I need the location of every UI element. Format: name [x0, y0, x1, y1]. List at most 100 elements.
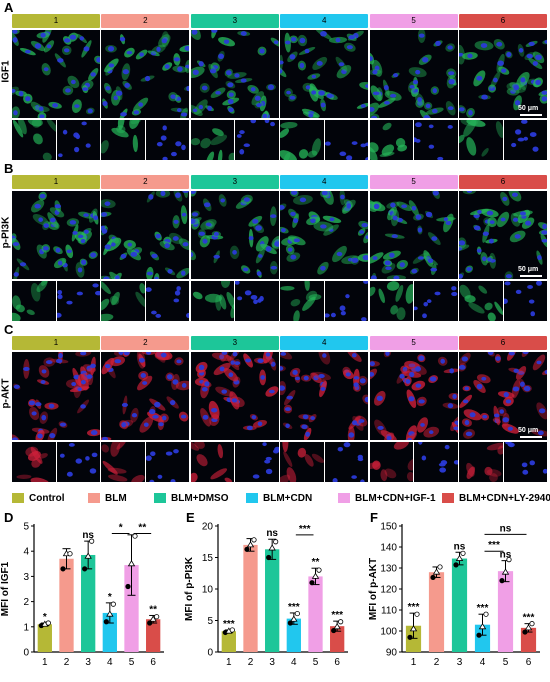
- micrograph-image: [369, 191, 458, 279]
- data-point: [506, 556, 512, 563]
- micrograph-image: [145, 442, 190, 482]
- micrograph-image: [459, 442, 503, 482]
- data-point: [273, 539, 279, 545]
- y-tick-label: 90: [386, 648, 398, 659]
- bar: [474, 624, 491, 652]
- stain-channel-image: [101, 281, 145, 321]
- y-axis-label: MFI of p-PI3K: [184, 556, 195, 621]
- data-point: [246, 541, 255, 548]
- micrograph-image: [190, 281, 235, 321]
- group-header-1: 1: [12, 336, 100, 350]
- merged-image: [190, 30, 279, 118]
- row-label-p-akt: p-AKT: [0, 378, 12, 409]
- row-label-igf1: IGF1: [0, 60, 12, 83]
- y-tick-label: 10: [202, 585, 214, 596]
- scale-bar-label: 50 μm: [518, 266, 539, 273]
- y-tick-label: 3: [23, 572, 29, 583]
- data-point: [453, 562, 459, 568]
- stain-channel-image: [12, 442, 56, 482]
- group-header-3: 3: [190, 14, 279, 28]
- y-axis-label: MFI of p-AKT: [368, 558, 379, 620]
- x-tick-label: 2: [64, 657, 70, 668]
- significance-label: ***: [477, 603, 489, 614]
- stain-channel-image: [369, 281, 414, 321]
- scale-bar-label: 50 μm: [518, 105, 539, 112]
- data-point: [478, 623, 487, 630]
- x-tick-label: 5: [129, 657, 135, 668]
- micrograph-image: [324, 120, 369, 160]
- merged-image: [369, 30, 458, 118]
- scale-bar: [520, 275, 542, 277]
- scale-bar-label: 50 μm: [518, 427, 539, 434]
- micrograph-image: [101, 191, 190, 279]
- data-point: [67, 551, 73, 557]
- micrograph-image: [459, 281, 503, 321]
- data-point: [333, 623, 341, 630]
- merged-image: [280, 191, 369, 279]
- micrograph-image: [503, 442, 547, 482]
- comparison-label: ***: [488, 540, 500, 551]
- comparison-label: ns: [500, 523, 512, 534]
- micrograph-image: [190, 30, 279, 118]
- group-header-6: 6: [459, 175, 547, 189]
- micrograph-image: [280, 352, 369, 440]
- row-label-p-pi3k: p-PI3K: [0, 216, 12, 249]
- y-tick-label: 5: [207, 616, 213, 627]
- data-point: [499, 578, 505, 584]
- merged-image: [369, 352, 458, 440]
- dapi-channel-image: [56, 281, 100, 321]
- micrograph-image: [56, 120, 100, 160]
- legend-label: BLM+DMSO: [171, 492, 229, 504]
- x-tick-label: 2: [434, 657, 440, 668]
- y-tick-label: 0: [207, 648, 213, 659]
- micrograph-image: [12, 442, 56, 482]
- legend-label: BLM+CDN+LY-294002: [459, 492, 550, 504]
- micrograph-image: [190, 352, 279, 440]
- dapi-channel-image: [145, 442, 190, 482]
- legend-item: BLM+DMSO: [154, 491, 229, 505]
- significance-label: ns: [454, 541, 466, 552]
- x-tick-label: 6: [526, 657, 532, 668]
- merged-image: [12, 30, 100, 118]
- panel-letter-b: B: [4, 161, 14, 176]
- micrograph-image: [414, 120, 458, 160]
- dapi-channel-image: [145, 120, 190, 160]
- micrograph-image: [280, 442, 324, 482]
- bar: [497, 571, 514, 652]
- micrograph-image: [324, 442, 369, 482]
- micrograph-image: [145, 120, 190, 160]
- micrograph-image: [12, 191, 100, 279]
- comparison-label: ***: [299, 524, 311, 535]
- stain-channel-image: [101, 120, 145, 160]
- data-point: [106, 610, 114, 617]
- micrograph-image: [280, 281, 324, 321]
- bar: [221, 631, 236, 652]
- data-point: [45, 620, 51, 626]
- micrograph-image: [369, 120, 414, 160]
- micrograph-image: [235, 120, 279, 160]
- y-tick-label: 15: [202, 553, 214, 564]
- group-header-3: 3: [190, 175, 279, 189]
- micrograph-image: [280, 30, 369, 118]
- scale-bar: [520, 114, 542, 116]
- data-point: [414, 611, 420, 617]
- micrograph-image: [369, 30, 458, 118]
- group-header-5: 5: [369, 175, 458, 189]
- micrograph-image: [190, 120, 235, 160]
- data-point: [154, 614, 160, 620]
- merged-image: [12, 352, 100, 440]
- merged-image: [280, 352, 369, 440]
- bar: [146, 619, 161, 652]
- dapi-channel-image: [503, 442, 547, 482]
- legend-label: BLM: [105, 492, 127, 504]
- dapi-channel-image: [145, 281, 190, 321]
- stain-channel-image: [280, 120, 324, 160]
- x-tick-label: 1: [226, 657, 232, 668]
- data-point: [529, 621, 535, 627]
- micrograph-image: [235, 281, 279, 321]
- data-point: [294, 610, 300, 617]
- stain-channel-image: [459, 442, 503, 482]
- legend-swatch: [246, 493, 258, 503]
- x-tick-label: 4: [107, 657, 113, 668]
- y-tick-label: 140: [380, 543, 397, 554]
